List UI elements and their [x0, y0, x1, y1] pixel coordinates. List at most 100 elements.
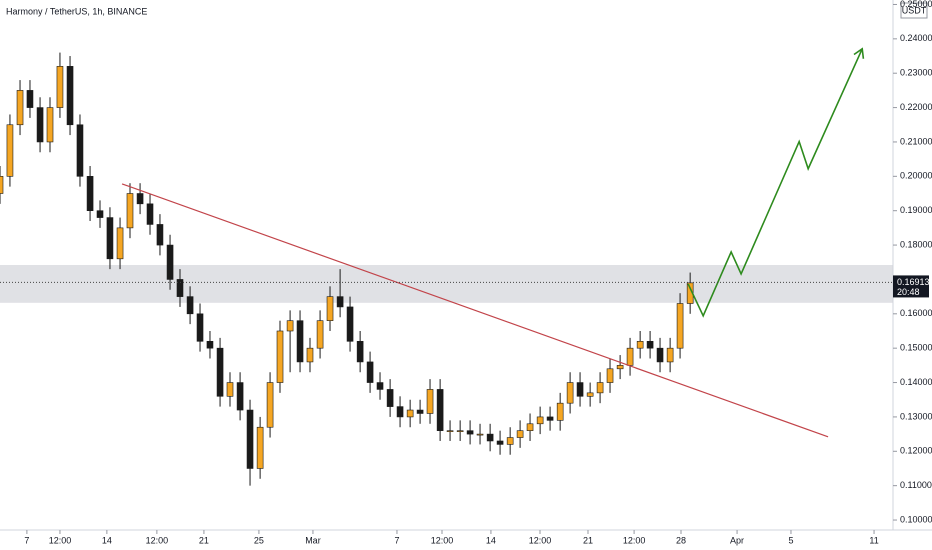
candle-body [326, 296, 334, 321]
x-tick-label: 14 [102, 535, 112, 545]
candle-body [386, 389, 394, 407]
y-tick-label: 0.14000 [900, 377, 932, 387]
candle-body [156, 224, 164, 246]
trendline [121, 183, 829, 438]
y-tick-label: 0.16000 [900, 308, 932, 318]
candle-body [46, 107, 54, 143]
candle-body [616, 365, 624, 370]
x-tick-label: 11 [869, 535, 878, 545]
candle-body [356, 341, 364, 363]
x-tick-label: 12:00 [49, 535, 72, 545]
candle-body [476, 433, 484, 436]
y-tick-label: 0.23000 [900, 68, 932, 78]
x-tick-label: 12:00 [431, 535, 454, 545]
candle-body [316, 320, 324, 349]
candle-body [146, 203, 154, 225]
candle-body [516, 430, 524, 438]
x-tick-label: 7 [24, 535, 29, 545]
x-tick-label: Apr [730, 535, 744, 545]
projection-path [687, 48, 863, 318]
y-tick-label: 0.25000 [900, 0, 932, 9]
candle-body [566, 382, 574, 404]
candle-body [136, 193, 144, 205]
y-tick-label: 0.20000 [900, 171, 932, 181]
y-tick-label: 0.24000 [900, 33, 932, 43]
last-price-label: 0.16913 [897, 277, 930, 287]
candle-body [246, 409, 254, 469]
currency-box [900, 2, 928, 19]
y-tick-label: 0.12000 [900, 446, 932, 456]
candle-body [436, 389, 444, 431]
candle-body [16, 90, 24, 126]
candle-body [266, 382, 274, 428]
candle-body [116, 227, 124, 260]
candle-body [416, 409, 424, 414]
y-tick-label: 0.21000 [900, 136, 932, 146]
candle-body [406, 409, 414, 418]
x-tick-label: 28 [676, 535, 686, 545]
countdown-label: 20:48 [897, 287, 920, 297]
candle-body [486, 433, 494, 442]
candle-body [216, 347, 224, 397]
x-tick-label: 21 [199, 535, 209, 545]
candle-body [306, 347, 314, 363]
candle-body [586, 392, 594, 397]
candle-body [76, 124, 84, 177]
candle-body [66, 66, 74, 126]
x-tick-label: 21 [583, 535, 593, 545]
candle-body [546, 416, 554, 421]
x-tick-label: 5 [788, 535, 793, 545]
candle-body [26, 90, 34, 108]
y-tick-label: 0.22000 [900, 102, 932, 112]
candle-body [346, 306, 354, 342]
candle-body [496, 440, 504, 445]
candle-body [446, 430, 454, 432]
candle-body [106, 217, 114, 260]
candle-body [656, 347, 664, 363]
x-tick-label: 12:00 [146, 535, 169, 545]
chart-title: Harmony / TetherUS, 1h, BINANCE [6, 6, 147, 16]
y-tick-label: 0.10000 [900, 514, 932, 524]
candle-body [636, 341, 644, 349]
candle-body [376, 382, 384, 390]
candle-body [296, 320, 304, 363]
y-tick-label: 0.18000 [900, 239, 932, 249]
x-tick-label: Mar [305, 535, 321, 545]
candle-body [186, 296, 194, 315]
y-tick-label: 0.11000 [900, 480, 932, 490]
candle-body [226, 382, 234, 397]
candle-body [646, 341, 654, 349]
candle-body [676, 303, 684, 349]
currency-label: USDT [902, 5, 927, 15]
candle-body [0, 176, 4, 194]
candle-body [126, 193, 134, 229]
y-tick-label: 0.15000 [900, 343, 932, 353]
candle-body [336, 296, 344, 308]
candle-body [276, 330, 284, 383]
candle-body [176, 279, 184, 297]
x-tick-label: 7 [394, 535, 399, 545]
candle-body [286, 320, 294, 332]
y-tick-label: 0.19000 [900, 205, 932, 215]
last-price-box [893, 275, 929, 298]
candle-body [86, 176, 94, 211]
candle-body [6, 124, 14, 177]
candle-body [626, 347, 634, 366]
x-tick-label: 12:00 [623, 535, 646, 545]
candle-body [576, 382, 584, 397]
candle-body [456, 430, 464, 432]
candle-body [556, 402, 564, 421]
candle-body [236, 382, 244, 411]
candle-body [466, 430, 474, 435]
y-tick-label: 0.13000 [900, 411, 932, 421]
candle-body [256, 426, 264, 469]
candle-body [166, 244, 174, 280]
candle-body [96, 210, 104, 218]
candle-body [396, 406, 404, 418]
candle-body [536, 416, 544, 425]
candle-body [426, 389, 434, 414]
candle-body [56, 66, 64, 108]
candle-body [526, 423, 534, 431]
candle-body [506, 437, 514, 445]
